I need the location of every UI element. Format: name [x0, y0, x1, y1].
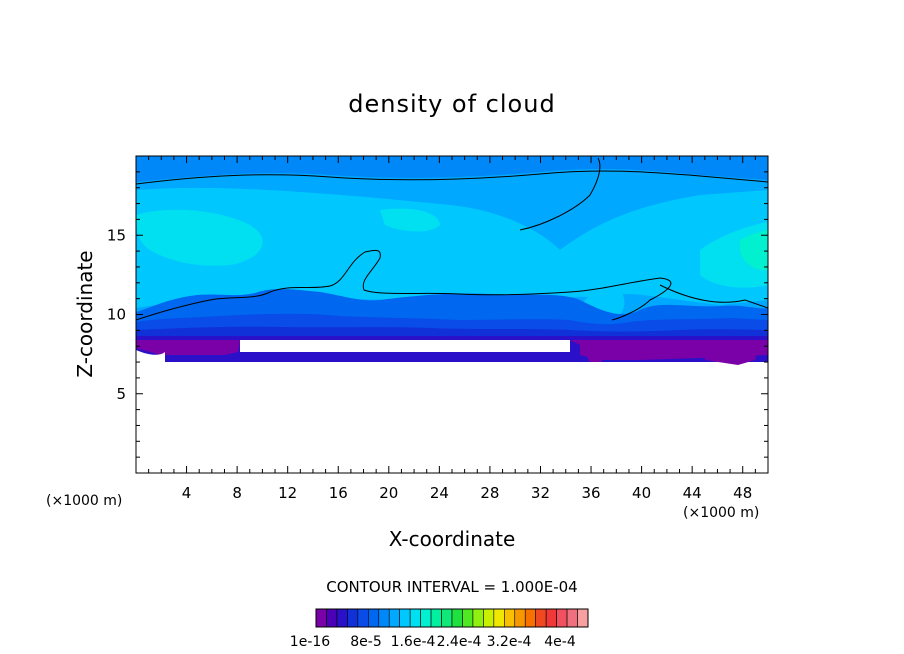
contour-line-mid-left: [136, 249, 672, 321]
contour-interval-text: CONTOUR INTERVAL = 1.000E-04: [326, 578, 577, 596]
x-axis-label: X-coordinate: [389, 527, 516, 551]
density-blob-left: [136, 209, 263, 266]
colorbar-swatch: [368, 608, 380, 628]
colorbar-label: 1.6e-4: [391, 634, 436, 650]
colorbar-swatch: [556, 608, 568, 628]
x-tick-label: 48: [733, 484, 752, 502]
x-tick-label: 44: [683, 484, 702, 502]
density-band-cyan: [136, 187, 768, 308]
x-tick-label: 32: [531, 484, 550, 502]
colorbar-swatch: [514, 608, 526, 628]
colorbar-swatch: [326, 608, 338, 628]
colorbar-label: 2.4e-4: [437, 634, 482, 650]
x-tick-label: 12: [278, 484, 297, 502]
density-band-purple-dip: [580, 345, 602, 362]
colorbar-swatch: [347, 608, 359, 628]
density-band-purple-base: [136, 340, 768, 360]
colorbar-swatch: [472, 608, 484, 628]
colorbar-swatch: [462, 608, 474, 628]
x-tick-label: 28: [480, 484, 499, 502]
density-band-purple-right: [700, 340, 760, 365]
colorbar-label: 4e-4: [544, 634, 576, 650]
density-edge-gap-mid: [240, 340, 570, 352]
colorbar-swatch: [409, 608, 421, 628]
colorbar-swatch: [420, 608, 432, 628]
colorbar: [315, 608, 589, 628]
y-tick-label: 5: [116, 385, 126, 403]
colorbar-label: 8e-5: [350, 634, 381, 650]
contour-line-right: [659, 284, 768, 309]
x-tick-label: 40: [632, 484, 651, 502]
colorbar-swatch: [441, 608, 453, 628]
colorbar-labels: 1e-16 8e-5 1.6e-4 2.4e-4 3.2e-4 4e-4: [290, 634, 576, 650]
colorbar-swatch: [430, 608, 442, 628]
x-axis-unit-right: (×1000 m): [683, 505, 759, 521]
x-axis: 4 8 12 16 20 24 28 32 36 40 44 48: [148, 156, 756, 502]
colorbar-swatch: [315, 608, 327, 628]
colorbar-swatch: [504, 608, 516, 628]
x-tick-label: 36: [581, 484, 600, 502]
x-tick-label: 4: [182, 484, 192, 502]
colorbar-swatch: [357, 608, 369, 628]
colorbar-swatch: [524, 608, 536, 628]
colorbar-swatch: [388, 608, 400, 628]
contour-line-hook: [519, 157, 601, 231]
colorbar-swatch: [451, 608, 463, 628]
density-blob-mid: [380, 208, 440, 232]
contour-lines: [136, 157, 768, 321]
colorbar-label: 3.2e-4: [487, 634, 532, 650]
colorbar-swatch: [493, 608, 505, 628]
density-band-purple-left: [136, 340, 240, 355]
cloud-density-field: [136, 156, 768, 373]
colorbar-swatch: [483, 608, 495, 628]
contour-line-upper: [136, 170, 768, 185]
colorbar-swatch: [336, 608, 348, 628]
colorbar-swatch: [545, 608, 557, 628]
colorbar-label: 1e-16: [290, 634, 330, 650]
colorbar-swatch: [535, 608, 547, 628]
y-axis-label: Z-coordinate: [73, 250, 97, 377]
y-tick-label: 10: [107, 306, 126, 324]
x-tick-label: 20: [379, 484, 398, 502]
colorbar-swatch: [399, 608, 411, 628]
x-axis-unit-left: (×1000 m): [46, 493, 122, 509]
colorbar-swatch: [378, 608, 390, 628]
y-axis: 5 10 15: [107, 171, 768, 458]
density-edge-gap-left: [136, 350, 165, 373]
x-tick-label: 8: [232, 484, 242, 502]
density-blob-far-right: [740, 230, 768, 271]
x-tick-label: 24: [430, 484, 449, 502]
x-tick-label: 16: [329, 484, 348, 502]
chart-title: density of cloud: [348, 90, 555, 118]
colorbar-frame: [315, 608, 589, 628]
colorbar-swatch: [566, 608, 578, 628]
y-tick-label: 15: [107, 226, 126, 244]
colorbar-swatch: [577, 608, 589, 628]
